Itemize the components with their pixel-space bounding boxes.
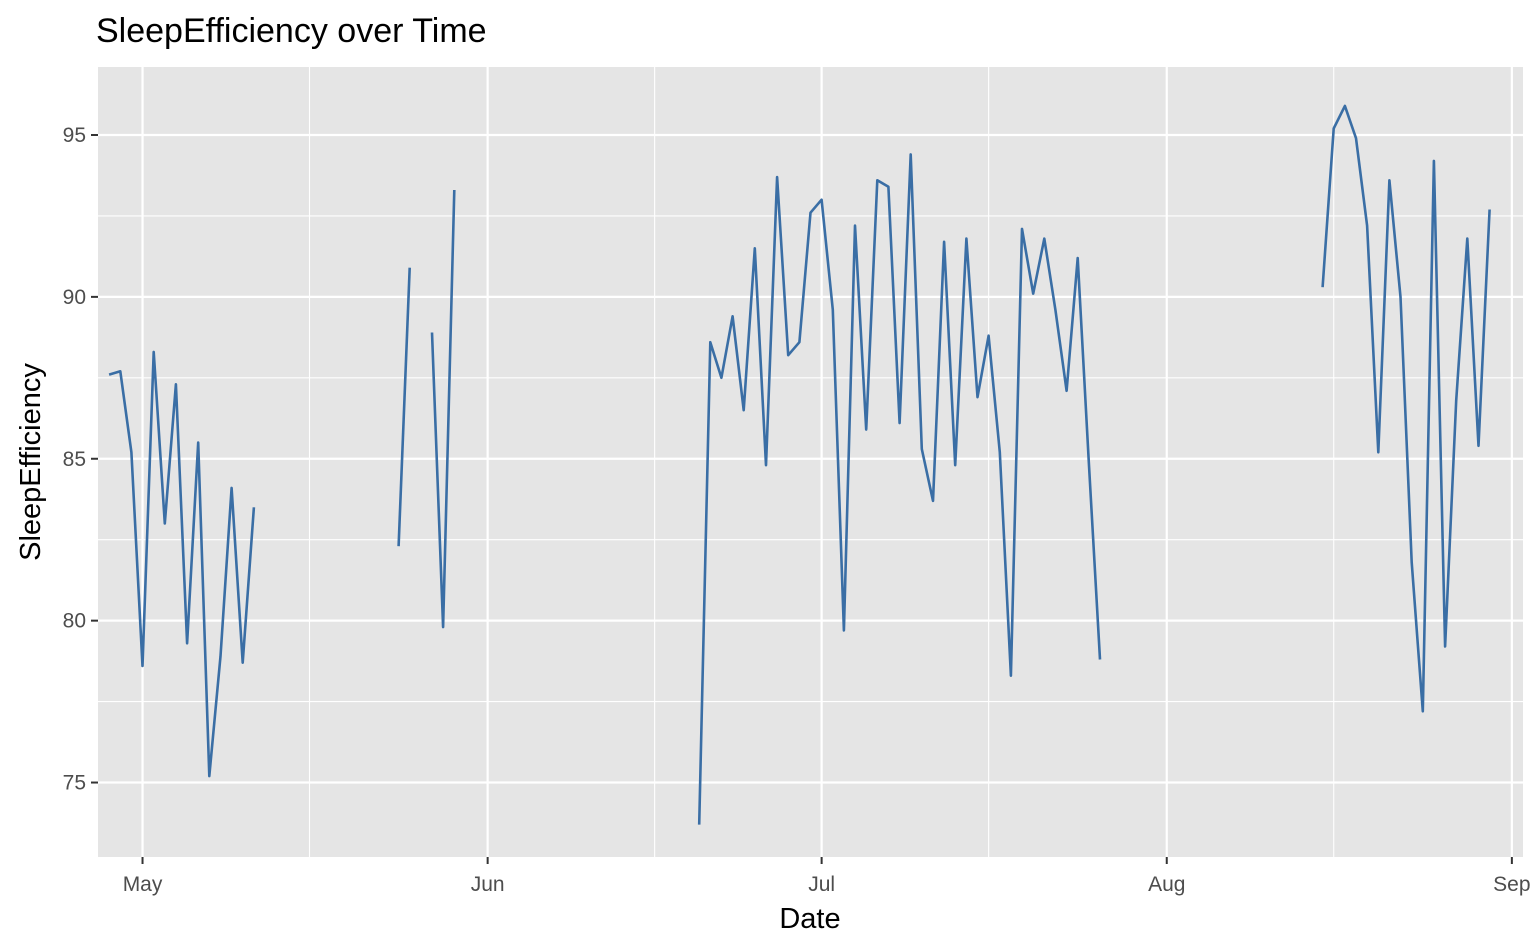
y-axis: 75 80 85 90 95	[63, 124, 98, 795]
x-tick-label: Jul	[808, 873, 835, 896]
plot-panel	[98, 67, 1523, 857]
series-line-segment	[430, 189, 456, 629]
y-tick-label: 85	[63, 448, 86, 471]
series-line-segment	[397, 267, 411, 547]
x-axis: May Jun Jul Aug Sep	[123, 857, 1531, 896]
y-axis-title: SleepEfficiency	[15, 363, 47, 561]
y-tick-label: 80	[63, 610, 86, 633]
x-tick-label: Sep	[1493, 873, 1530, 896]
series-layer	[108, 104, 1491, 825]
x-tick-label: Aug	[1148, 873, 1185, 896]
y-tick-label: 75	[63, 772, 86, 795]
y-tick-label: 90	[63, 286, 86, 309]
series-line-segment	[1321, 104, 1491, 713]
series-line-segment	[108, 350, 256, 778]
x-tick-label: Jun	[471, 873, 505, 896]
x-tick-label: May	[123, 873, 163, 896]
series-line-segment	[697, 153, 1102, 825]
y-tick-label: 95	[63, 124, 86, 147]
x-axis-title: Date	[779, 903, 840, 935]
chart-title: SleepEfficiency over Time	[96, 12, 487, 50]
minor-gridlines	[98, 67, 1523, 857]
